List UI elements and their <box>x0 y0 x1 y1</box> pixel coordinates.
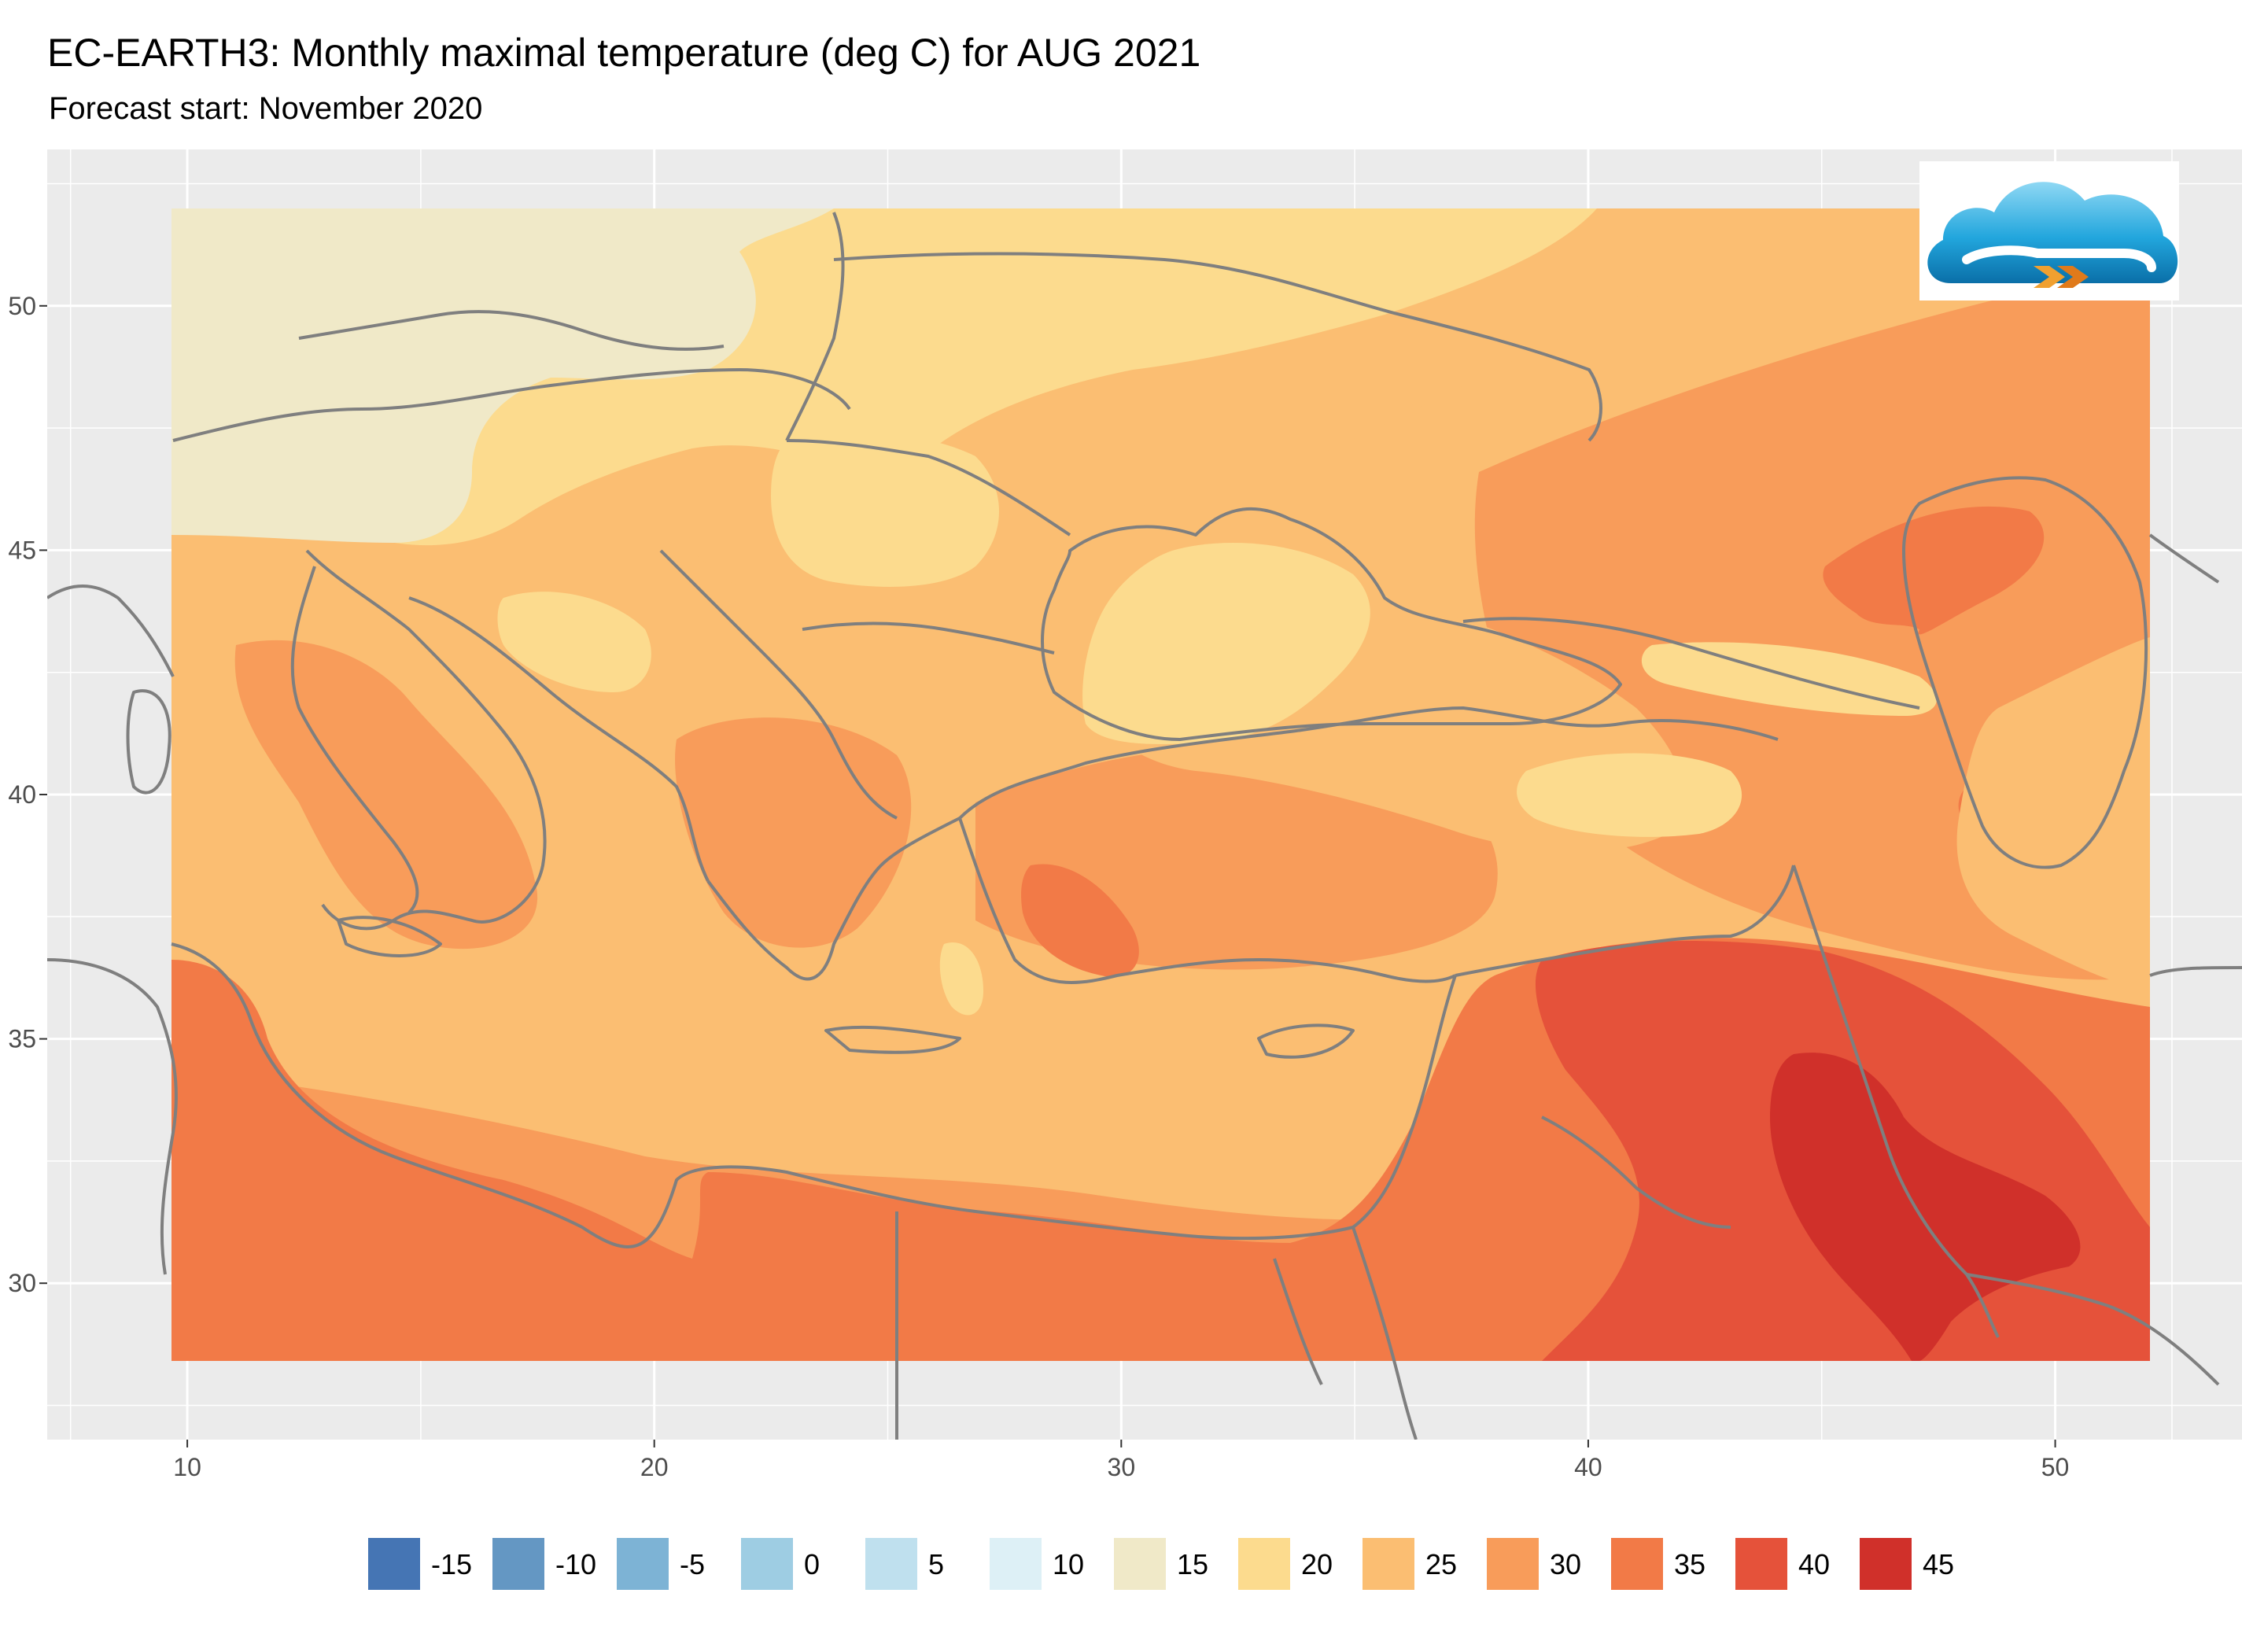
border-poland <box>785 212 845 441</box>
coastline-italy-west <box>290 566 419 914</box>
legend-key <box>1363 1538 1414 1590</box>
y-tick-label: 35 <box>8 1025 36 1053</box>
coastline-north-africa <box>171 942 1354 1248</box>
legend-label: 20 <box>1301 1548 1333 1580</box>
legend-label: -15 <box>431 1548 472 1580</box>
y-tick-label: 40 <box>8 780 36 809</box>
legend-label: 30 <box>1550 1548 1581 1580</box>
coastline-levant <box>1351 975 1457 1229</box>
y-tick-label: 50 <box>8 292 36 320</box>
country-borders <box>47 212 2242 1440</box>
region-turkey-south-35 <box>1021 864 1139 977</box>
region-turkey-20 <box>1517 753 1742 837</box>
y-tick-label: 45 <box>8 536 36 564</box>
coastline-west-europe <box>47 584 175 677</box>
region-aegean-20 <box>939 942 983 1016</box>
legend-key <box>368 1538 420 1590</box>
coastline-turkey-south <box>958 817 1456 984</box>
logo <box>1919 161 2179 301</box>
region-caspian-north <box>1823 506 2045 635</box>
border-central-europe-1 <box>172 368 851 442</box>
coastline-iberia <box>47 958 178 1275</box>
legend-key <box>1238 1538 1290 1590</box>
legend-label: 40 <box>1798 1548 1830 1580</box>
legend: -15 -10 -5 0 5 10 15 20 25 30 35 40 45 <box>368 1538 1954 1590</box>
coastline-crete <box>824 1025 961 1054</box>
legend-key <box>1114 1538 1166 1590</box>
legend-label: 45 <box>1923 1548 1954 1580</box>
border-hungary-romania <box>786 439 1071 537</box>
coastline-sardinia <box>126 689 171 795</box>
region-italy-30 <box>234 640 538 950</box>
legend-key <box>1860 1538 1912 1590</box>
legend-label: 0 <box>804 1548 820 1580</box>
coastline-cyprus <box>1257 1023 1355 1059</box>
border-east-edge <box>2148 533 2242 977</box>
border-caucasus <box>1462 617 1920 710</box>
coastline-red-sea <box>1351 1226 1418 1440</box>
coastline-persian-gulf <box>1966 1273 2220 1386</box>
coastline-adriatic <box>408 596 710 882</box>
x-tick-label: 30 <box>1108 1453 1136 1481</box>
legend-key <box>1735 1538 1787 1590</box>
coastline-turkey <box>958 706 1779 820</box>
cloud-arrow-icon <box>1927 182 2178 288</box>
border-syria-iraq <box>1541 1115 1731 1229</box>
region-alps-central-europe <box>171 208 834 543</box>
x-tick-label: 40 <box>1574 1453 1602 1481</box>
coastline-italy <box>305 549 547 931</box>
legend-label: 35 <box>1674 1548 1705 1580</box>
legend-key <box>865 1538 917 1590</box>
chart-subtitle: Forecast start: November 2020 <box>49 91 483 126</box>
legend-label: 5 <box>928 1548 944 1580</box>
border-central-europe-2 <box>298 310 725 351</box>
chart-title: EC-EARTH3: Monthly maximal temperature (… <box>47 31 1201 75</box>
legend-key <box>617 1538 669 1590</box>
legend-key <box>741 1538 793 1590</box>
coastline-black-sea <box>1041 507 1622 741</box>
coastline-sicily <box>337 916 442 957</box>
border-ukraine <box>833 252 1602 442</box>
border-egypt-sudan <box>1273 1258 1323 1385</box>
legend-key <box>990 1538 1042 1590</box>
x-tick-label: 10 <box>173 1453 201 1481</box>
x-tick-label: 20 <box>640 1453 669 1481</box>
region-hungary <box>771 432 999 587</box>
legend-label: 15 <box>1177 1548 1208 1580</box>
border-iraq-iran <box>1792 865 2000 1338</box>
coastline-caspian <box>1902 476 2148 869</box>
region-black-sea <box>1082 543 1370 744</box>
legend-key <box>1611 1538 1663 1590</box>
legend-label: 25 <box>1425 1548 1457 1580</box>
y-tick-label: 30 <box>8 1269 36 1297</box>
legend-label: 10 <box>1053 1548 1084 1580</box>
legend-label: -5 <box>680 1548 705 1580</box>
region-iran-25 <box>1956 637 2150 991</box>
axes: 10 20 30 40 50 30 35 40 45 50 <box>8 292 2069 1481</box>
legend-label: -10 <box>555 1548 596 1580</box>
legend-key <box>492 1538 544 1590</box>
legend-key <box>1487 1538 1539 1590</box>
region-caucasus-20 <box>1641 642 1937 716</box>
x-tick-label: 50 <box>2041 1453 2070 1481</box>
region-dinaric-20 <box>497 592 651 692</box>
region-mesopotamia <box>1770 1053 2081 1361</box>
border-balkans <box>659 549 898 820</box>
border-bulgaria <box>802 621 1055 655</box>
coastline-greece <box>706 817 961 981</box>
border-turkey-syria <box>1455 865 1795 977</box>
temperature-field <box>171 208 2150 1361</box>
